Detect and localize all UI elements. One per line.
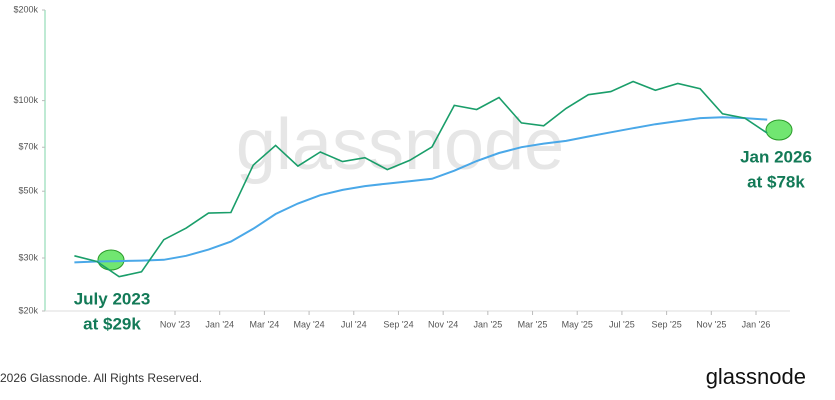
annotation: July 2023: [74, 289, 151, 308]
x-tick-label: Nov '25: [696, 319, 726, 329]
x-tick-label: Mar '25: [518, 319, 548, 329]
x-tick-label: Mar '24: [250, 319, 280, 329]
x-tick-label: May '24: [293, 319, 324, 329]
y-tick-label: $200k: [13, 4, 38, 14]
logo: glassnode: [706, 364, 806, 389]
x-tick-label: Jul '25: [609, 319, 635, 329]
x-tick-label: Sep '25: [651, 319, 681, 329]
x-tick-label: Jan '25: [473, 319, 502, 329]
x-tick-label: Jan '26: [742, 319, 771, 329]
highlight: [765, 119, 793, 141]
series-line: [74, 80, 768, 278]
x-tick-label: Nov '23: [160, 319, 190, 329]
y-tick-label: $20k: [18, 305, 38, 315]
y-tick-label: $50k: [18, 186, 38, 196]
footer: 2026 Glassnode. All Rights Reserved.: [0, 371, 202, 385]
x-tick-label: Sep '24: [383, 319, 413, 329]
series-line: [74, 116, 768, 264]
annotation: at $78k: [747, 172, 805, 191]
highlight: [97, 249, 125, 271]
y-tick-label: $30k: [18, 252, 38, 262]
annotation: Jan 2026: [740, 147, 812, 166]
annotation: at $29k: [83, 314, 141, 333]
x-tick-label: Nov '24: [428, 319, 458, 329]
x-tick-label: Jan '24: [205, 319, 234, 329]
x-tick-label: May '25: [562, 319, 593, 329]
x-tick-label: Jul '24: [341, 319, 367, 329]
watermark: glassnode: [236, 105, 564, 185]
y-tick-label: $70k: [18, 142, 38, 152]
y-tick-label: $100k: [13, 95, 38, 105]
